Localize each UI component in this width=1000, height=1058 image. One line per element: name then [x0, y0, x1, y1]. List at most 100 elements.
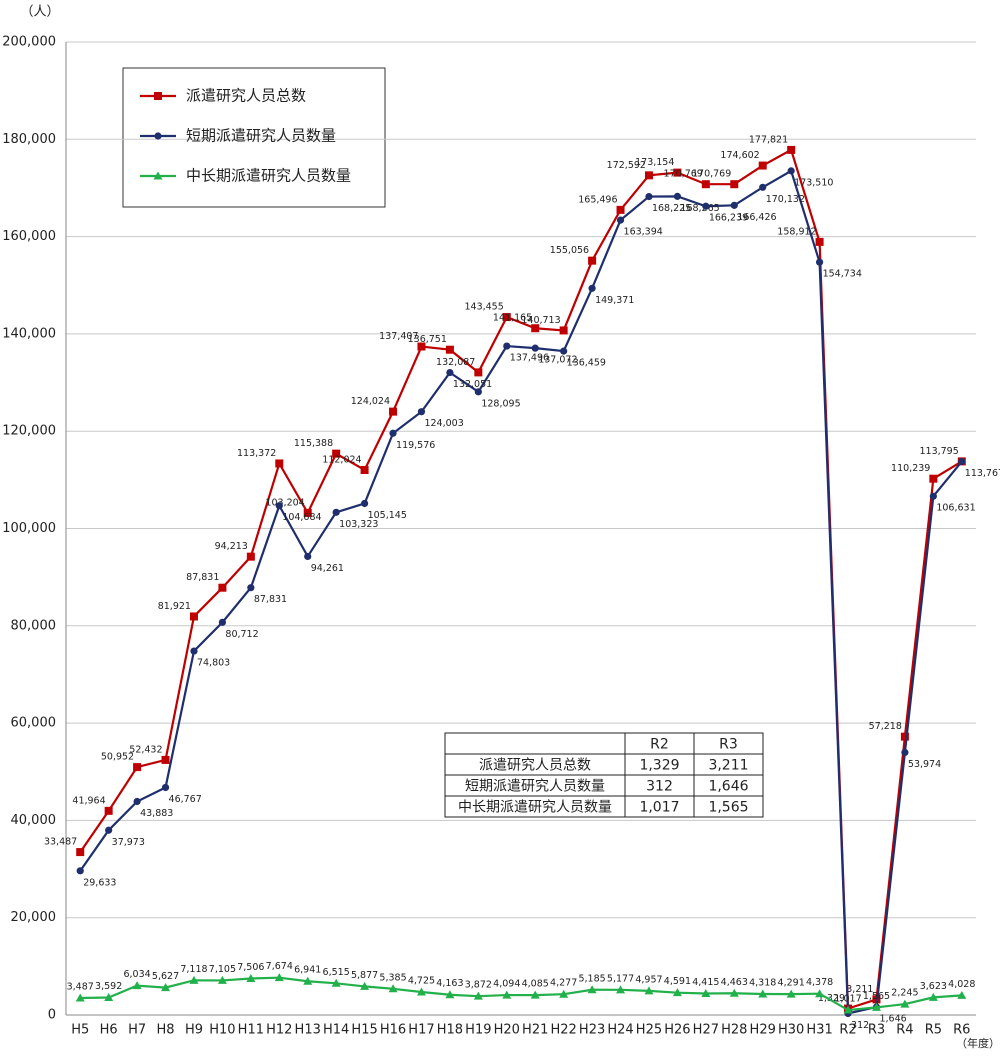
marker [360, 499, 369, 508]
data-label: 170,132 [766, 194, 805, 205]
marker [76, 867, 84, 875]
marker [247, 584, 255, 592]
y-tick-label: 160,000 [2, 229, 56, 244]
marker [446, 368, 454, 377]
data-label: 5,627 [152, 971, 179, 982]
marker [445, 990, 455, 999]
data-label: 52,432 [129, 744, 162, 755]
data-label: 119,576 [396, 440, 435, 451]
data-label: 141,165 [493, 313, 532, 324]
marker [900, 999, 910, 1008]
data-label: 7,506 [237, 962, 264, 973]
data-label: 7,674 [266, 961, 293, 972]
marker [389, 407, 398, 416]
data-label: 137,407 [379, 331, 418, 342]
data-label: 166,426 [737, 212, 776, 223]
x-tick-label: H14 [323, 1023, 349, 1038]
x-tick-label: R5 [925, 1023, 942, 1038]
marker [531, 324, 540, 333]
marker [815, 989, 825, 998]
marker [246, 973, 256, 982]
marker [616, 985, 626, 994]
data-label: 4,378 [806, 977, 833, 988]
marker [153, 171, 163, 180]
data-label: 113,767 [965, 468, 1000, 479]
marker [929, 474, 938, 483]
data-label: 168,265 [680, 203, 719, 214]
data-label: 4,957 [635, 974, 662, 985]
marker [701, 989, 711, 998]
marker [730, 201, 738, 209]
table-row-label: 短期派遣研究人员数量 [465, 779, 605, 795]
data-label: 165,496 [578, 194, 617, 205]
x-tick-label: H6 [100, 1023, 118, 1038]
marker [161, 755, 170, 764]
marker [275, 502, 283, 510]
data-label: 137,496 [510, 353, 549, 364]
data-label: 104,684 [282, 512, 321, 523]
x-tick-label: H18 [437, 1023, 463, 1038]
x-tick-label: H20 [494, 1023, 520, 1038]
marker [105, 826, 113, 834]
data-label: 50,952 [101, 752, 134, 763]
data-label: 4,318 [749, 977, 776, 988]
x-tick-label: H16 [380, 1023, 406, 1038]
marker [189, 612, 198, 621]
marker [786, 989, 796, 998]
data-label: 173,510 [794, 177, 833, 188]
x-unit-label: （年度） [956, 1036, 1000, 1050]
marker [502, 990, 512, 999]
data-label: 4,085 [522, 979, 549, 990]
series-line [79, 148, 963, 1011]
data-label: 106,631 [936, 503, 975, 514]
data-label: 115,388 [294, 438, 333, 449]
marker [474, 368, 483, 377]
marker [416, 987, 426, 996]
legend-label: 短期派遣研究人员数量 [186, 127, 336, 145]
marker [217, 975, 227, 984]
x-tick-label: H26 [664, 1023, 690, 1038]
x-tick-label: H27 [693, 1023, 719, 1038]
x-tick-label: R3 [868, 1023, 885, 1038]
data-label: 3,872 [465, 980, 492, 991]
marker [274, 973, 284, 982]
data-label: 1,646 [879, 1013, 906, 1024]
marker [587, 985, 597, 994]
marker [843, 1005, 853, 1014]
marker [161, 783, 170, 792]
x-tick-label: H5 [71, 1023, 89, 1038]
data-label: 4,094 [493, 979, 520, 990]
data-label: 46,767 [169, 794, 202, 805]
marker [957, 990, 967, 999]
marker [645, 192, 653, 201]
data-label: 173,154 [635, 157, 674, 168]
marker [958, 457, 966, 466]
data-label: 94,213 [215, 541, 248, 552]
y-tick-label: 40,000 [11, 813, 57, 828]
marker [332, 508, 340, 516]
x-tick-label: R2 [839, 1023, 856, 1038]
data-label: 170,769 [692, 169, 731, 180]
data-label: 4,028 [948, 979, 975, 990]
marker [502, 313, 511, 322]
data-label: 5,177 [607, 973, 634, 984]
x-tick-label: H10 [209, 1023, 235, 1038]
x-tick-label: H15 [351, 1023, 377, 1038]
data-label: 168,225 [652, 203, 691, 214]
legend-box [122, 67, 386, 208]
x-tick-label: H19 [465, 1023, 491, 1038]
marker [331, 978, 341, 987]
x-tick-label: R4 [896, 1023, 913, 1038]
x-tick-label: H31 [806, 1023, 832, 1038]
data-label: 6,515 [323, 967, 350, 978]
data-label: 110,239 [891, 463, 930, 474]
marker [332, 449, 341, 458]
table-cell: 1,565 [708, 800, 748, 816]
data-label: 174,602 [720, 150, 759, 161]
marker [154, 132, 162, 140]
x-tick-label: H17 [408, 1023, 434, 1038]
marker [132, 981, 142, 990]
x-tick-label: H29 [750, 1023, 776, 1038]
data-label: 158,912 [777, 226, 816, 237]
y-tick-label: 80,000 [11, 618, 57, 633]
